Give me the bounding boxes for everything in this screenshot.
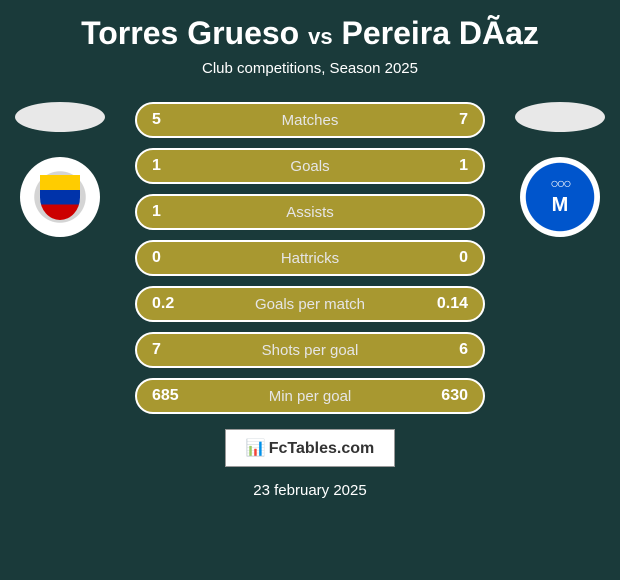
stat-label: Matches xyxy=(202,112,418,129)
stat-row-shots-per-goal: 7 Shots per goal 6 xyxy=(135,332,485,368)
stat-left-value: 7 xyxy=(152,341,202,359)
stat-row-min-per-goal: 685 Min per goal 630 xyxy=(135,378,485,414)
club-badge-right xyxy=(520,157,600,237)
subtitle: Club competitions, Season 2025 xyxy=(0,60,620,77)
stat-right-value: 0.14 xyxy=(418,295,468,313)
club-badge-left xyxy=(20,157,100,237)
player-left-column xyxy=(15,102,105,237)
stat-left-value: 1 xyxy=(152,157,202,175)
stat-label: Goals xyxy=(202,158,418,175)
stat-row-matches: 5 Matches 7 xyxy=(135,102,485,138)
content: 5 Matches 7 1 Goals 1 1 Assists 0 Hattri… xyxy=(0,82,620,519)
player2-name: Pereira DÃ­az xyxy=(341,15,538,51)
stat-label: Min per goal xyxy=(202,388,418,405)
brand-name: FcTables.com xyxy=(269,440,375,457)
stat-row-goals-per-match: 0.2 Goals per match 0.14 xyxy=(135,286,485,322)
stat-left-value: 5 xyxy=(152,111,202,129)
vs-text: vs xyxy=(308,24,332,49)
stat-left-value: 0.2 xyxy=(152,295,202,313)
stat-row-goals: 1 Goals 1 xyxy=(135,148,485,184)
player1-name: Torres Grueso xyxy=(81,15,299,51)
stat-label: Goals per match xyxy=(202,296,418,313)
stat-row-assists: 1 Assists xyxy=(135,194,485,230)
stat-label: Hattricks xyxy=(202,250,418,267)
stat-left-value: 1 xyxy=(152,203,202,221)
stat-label: Assists xyxy=(202,204,418,221)
page-title: Torres Grueso vs Pereira DÃ­az xyxy=(0,15,620,52)
stat-left-value: 685 xyxy=(152,387,202,405)
stat-right-value: 6 xyxy=(418,341,468,359)
stat-right-value: 630 xyxy=(418,387,468,405)
stat-label: Shots per goal xyxy=(202,342,418,359)
stat-row-hattricks: 0 Hattricks 0 xyxy=(135,240,485,276)
brand-logo[interactable]: 📊FcTables.com xyxy=(225,429,395,467)
date-text: 23 february 2025 xyxy=(0,482,620,499)
stat-right-value: 0 xyxy=(418,249,468,267)
player1-avatar-placeholder xyxy=(15,102,105,132)
stat-left-value: 0 xyxy=(152,249,202,267)
header: Torres Grueso vs Pereira DÃ­az Club comp… xyxy=(0,0,620,82)
chart-icon: 📊 xyxy=(246,440,266,457)
stat-right-value: 7 xyxy=(418,111,468,129)
player-right-column xyxy=(515,102,605,237)
stat-right-value: 1 xyxy=(418,157,468,175)
footer: 📊FcTables.com 23 february 2025 xyxy=(0,429,620,499)
stats-container: 5 Matches 7 1 Goals 1 1 Assists 0 Hattri… xyxy=(135,102,485,414)
player2-avatar-placeholder xyxy=(515,102,605,132)
